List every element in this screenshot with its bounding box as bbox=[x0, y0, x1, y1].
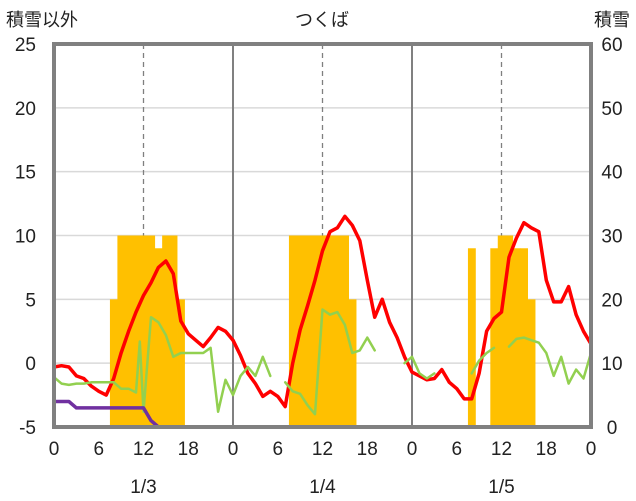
plot-frame bbox=[52, 42, 593, 429]
snow-depth-bar bbox=[288, 235, 297, 427]
x-tick-label: 0 bbox=[407, 439, 418, 460]
date-label: 1/4 bbox=[309, 477, 336, 498]
date-label: 1/5 bbox=[488, 477, 514, 498]
plot-border bbox=[52, 42, 593, 429]
snow-depth-bar bbox=[348, 299, 357, 427]
x-tick-label: 18 bbox=[178, 439, 199, 460]
green-series-line bbox=[507, 336, 593, 385]
snow-depth-bar bbox=[162, 235, 171, 427]
right-tick-label: 50 bbox=[601, 99, 622, 120]
x-tick-label: 12 bbox=[491, 439, 512, 460]
snow-depth-bar bbox=[154, 248, 163, 427]
axis-labels: -5 0 5 10 15 20 25 0 10 20 30 40 50 60 0 6 12 18 0 6 12 18 0 6 1… bbox=[15, 35, 623, 498]
x-tick-label: 0 bbox=[586, 439, 597, 460]
left-tick-label: 0 bbox=[25, 354, 36, 375]
x-tick-label: 6 bbox=[93, 439, 104, 460]
snow-depth-bar bbox=[318, 235, 327, 427]
snow-depth-bar bbox=[117, 235, 126, 427]
snow-depth-bar bbox=[326, 235, 335, 427]
green-series-line bbox=[470, 346, 496, 375]
left-tick-label: 15 bbox=[15, 163, 36, 184]
chart-title: つくば bbox=[295, 10, 349, 31]
x-tick-label: 0 bbox=[228, 439, 239, 460]
snow-depth-bar bbox=[527, 299, 536, 427]
snow-depth-bar bbox=[505, 235, 514, 427]
red-series-line bbox=[52, 214, 593, 409]
x-tick-label: 0 bbox=[49, 439, 60, 460]
snow-depth-bar bbox=[109, 299, 118, 427]
green-series-line bbox=[403, 355, 436, 380]
right-tick-label: 30 bbox=[601, 227, 622, 248]
snow-depth-bar bbox=[132, 235, 141, 427]
green-series-line bbox=[283, 308, 376, 416]
snow-depth-bar bbox=[490, 248, 499, 427]
snow-depth-bar bbox=[341, 235, 350, 427]
snow-depth-bar bbox=[311, 235, 320, 427]
left-tick-label: 5 bbox=[25, 290, 36, 311]
x-tick-label: 12 bbox=[133, 439, 154, 460]
date-label: 1/3 bbox=[130, 477, 156, 498]
snow-depth-bar bbox=[139, 235, 148, 427]
x-tick-label: 6 bbox=[272, 439, 283, 460]
x-tick-label: 12 bbox=[312, 439, 333, 460]
snow-depth-bar bbox=[147, 235, 156, 427]
left-axis-label: 積雪以外 bbox=[6, 10, 78, 31]
right-tick-label: 60 bbox=[601, 35, 622, 56]
snow-depth-bar bbox=[177, 299, 185, 427]
left-tick-label: 20 bbox=[15, 99, 36, 120]
right-tick-label: 40 bbox=[601, 163, 622, 184]
snow-depth-bar bbox=[497, 235, 506, 427]
green-series-line bbox=[52, 315, 272, 413]
left-tick-label: -5 bbox=[19, 418, 36, 439]
x-tick-label: 18 bbox=[536, 439, 557, 460]
snow-depth-bar bbox=[467, 248, 476, 427]
right-tick-label: 20 bbox=[601, 290, 622, 311]
right-tick-label: 0 bbox=[607, 418, 618, 439]
left-tick-label: 25 bbox=[15, 35, 36, 56]
snow-depth-bar bbox=[169, 235, 178, 427]
snow-depth-bar bbox=[303, 235, 312, 427]
x-tick-label: 6 bbox=[451, 439, 462, 460]
x-tick-label: 18 bbox=[357, 439, 378, 460]
right-axis-label: 積雪 bbox=[594, 10, 630, 31]
snow-depth-bar bbox=[333, 235, 342, 427]
right-tick-label: 10 bbox=[601, 354, 622, 375]
left-tick-label: 10 bbox=[15, 227, 36, 248]
